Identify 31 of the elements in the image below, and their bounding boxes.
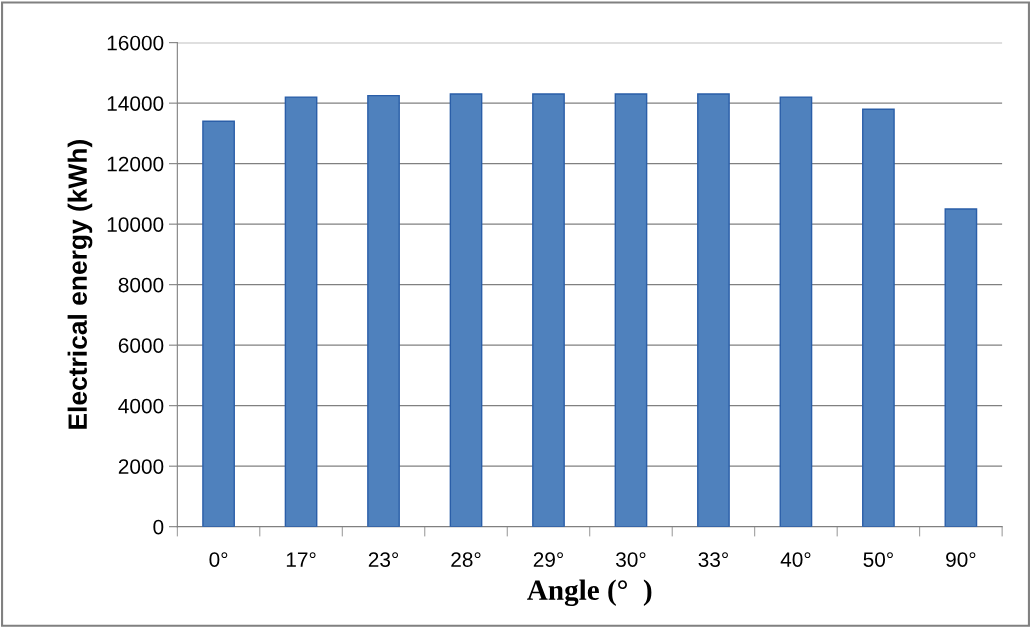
x-axis-title: Angle (° ) [527,579,652,607]
x-tick-label: 17° [286,552,316,567]
bar [779,96,813,527]
y-tick-label: 4000 [118,398,164,414]
y-tick-label: 16000 [107,35,164,51]
x-tick-label: 40° [780,552,811,567]
x-tick-label: 33° [698,552,728,567]
bar [862,108,895,527]
y-tick-label: 8000 [118,277,164,293]
bar [944,208,978,527]
x-tick-label: 0° [209,552,228,567]
bar [367,94,400,527]
y-tick-label: 14000 [107,96,164,111]
bar [614,93,648,527]
y-tick-label: 0 [153,519,164,535]
x-tick-label: 28° [451,552,481,567]
x-tick-label: 30° [616,552,646,567]
y-tick-label: 12000 [107,156,164,172]
x-tick-label: 90° [946,552,976,567]
bar [202,120,235,527]
bar [284,96,318,527]
x-tick-label: 50° [863,552,893,567]
y-tick-label: 10000 [107,217,164,232]
bar [449,93,483,527]
bar [697,93,730,527]
y-tick-label: 6000 [118,338,164,353]
x-tick-label: 23° [368,552,399,567]
x-tick-label: 29° [533,552,563,567]
y-tick-label: 2000 [118,459,164,474]
bar [532,93,565,527]
y-axis-title: Electrical energy (kWh) [67,140,93,429]
